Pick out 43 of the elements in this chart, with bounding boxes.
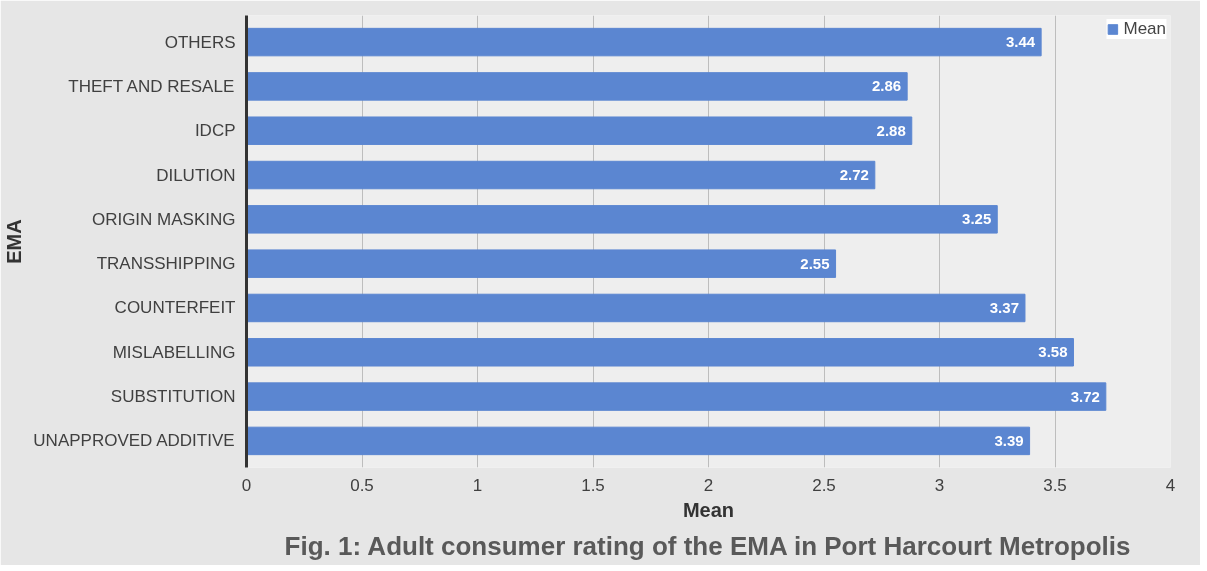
x-tick-label: 0 bbox=[241, 475, 252, 495]
y-tick-label: DILUTION bbox=[156, 165, 236, 185]
bar bbox=[246, 382, 1107, 411]
y-tick-label: SUBSTITUTION bbox=[110, 387, 236, 407]
y-tick-label: UNAPPROVED ADDITIVE bbox=[33, 431, 235, 451]
data-label: 3.44 bbox=[1005, 33, 1036, 51]
x-tick-label: 1.5 bbox=[581, 475, 605, 495]
text: Fig. 1: Adult consumer rating of the EMA in Port Harcourt Metropolis bbox=[284, 530, 1131, 561]
bar bbox=[246, 27, 1042, 57]
x-axis-title: Mean bbox=[682, 498, 735, 521]
data-label: 3.25 bbox=[962, 210, 992, 228]
y-tick-label: COUNTERFEIT bbox=[114, 298, 236, 318]
bar bbox=[246, 116, 913, 145]
data-label: 3.58 bbox=[1038, 343, 1068, 361]
data-label: 2.88 bbox=[876, 121, 906, 139]
data-label: 2.55 bbox=[800, 254, 830, 272]
y-tick-label: MISLABELLING bbox=[112, 342, 236, 362]
x-tick-label: 1 bbox=[472, 475, 483, 495]
bar bbox=[246, 72, 908, 101]
bar bbox=[246, 205, 998, 234]
y-tick-label: IDCP bbox=[194, 121, 236, 141]
y-tick-label: THEFT AND RESALE bbox=[68, 76, 235, 96]
x-tick-label: 3 bbox=[934, 475, 945, 495]
y-tick-label: ORIGIN MASKING bbox=[91, 209, 236, 229]
legend-label: Mean bbox=[1123, 19, 1166, 39]
bar bbox=[246, 293, 1026, 323]
data-label: 2.72 bbox=[839, 166, 869, 184]
bar bbox=[246, 160, 876, 190]
y-tick-label: OTHERS bbox=[164, 32, 236, 52]
x-tick-label: 3.5 bbox=[1043, 475, 1067, 495]
data-label: 3.72 bbox=[1070, 387, 1100, 405]
data-label: 2.86 bbox=[871, 77, 902, 95]
x-tick-label: 4 bbox=[1165, 475, 1176, 495]
x-tick-label: 2.5 bbox=[812, 475, 836, 495]
x-tick-label: 2 bbox=[703, 475, 714, 495]
x-tick-label: 0.5 bbox=[350, 475, 374, 495]
data-label: 3.39 bbox=[994, 431, 1024, 449]
y-axis-title: EMA bbox=[3, 219, 26, 264]
bar bbox=[246, 426, 1031, 456]
bar bbox=[246, 249, 837, 278]
bar bbox=[246, 338, 1074, 367]
y-tick-label: TRANSSHIPPING bbox=[96, 254, 236, 274]
data-label: 3.37 bbox=[989, 298, 1019, 316]
